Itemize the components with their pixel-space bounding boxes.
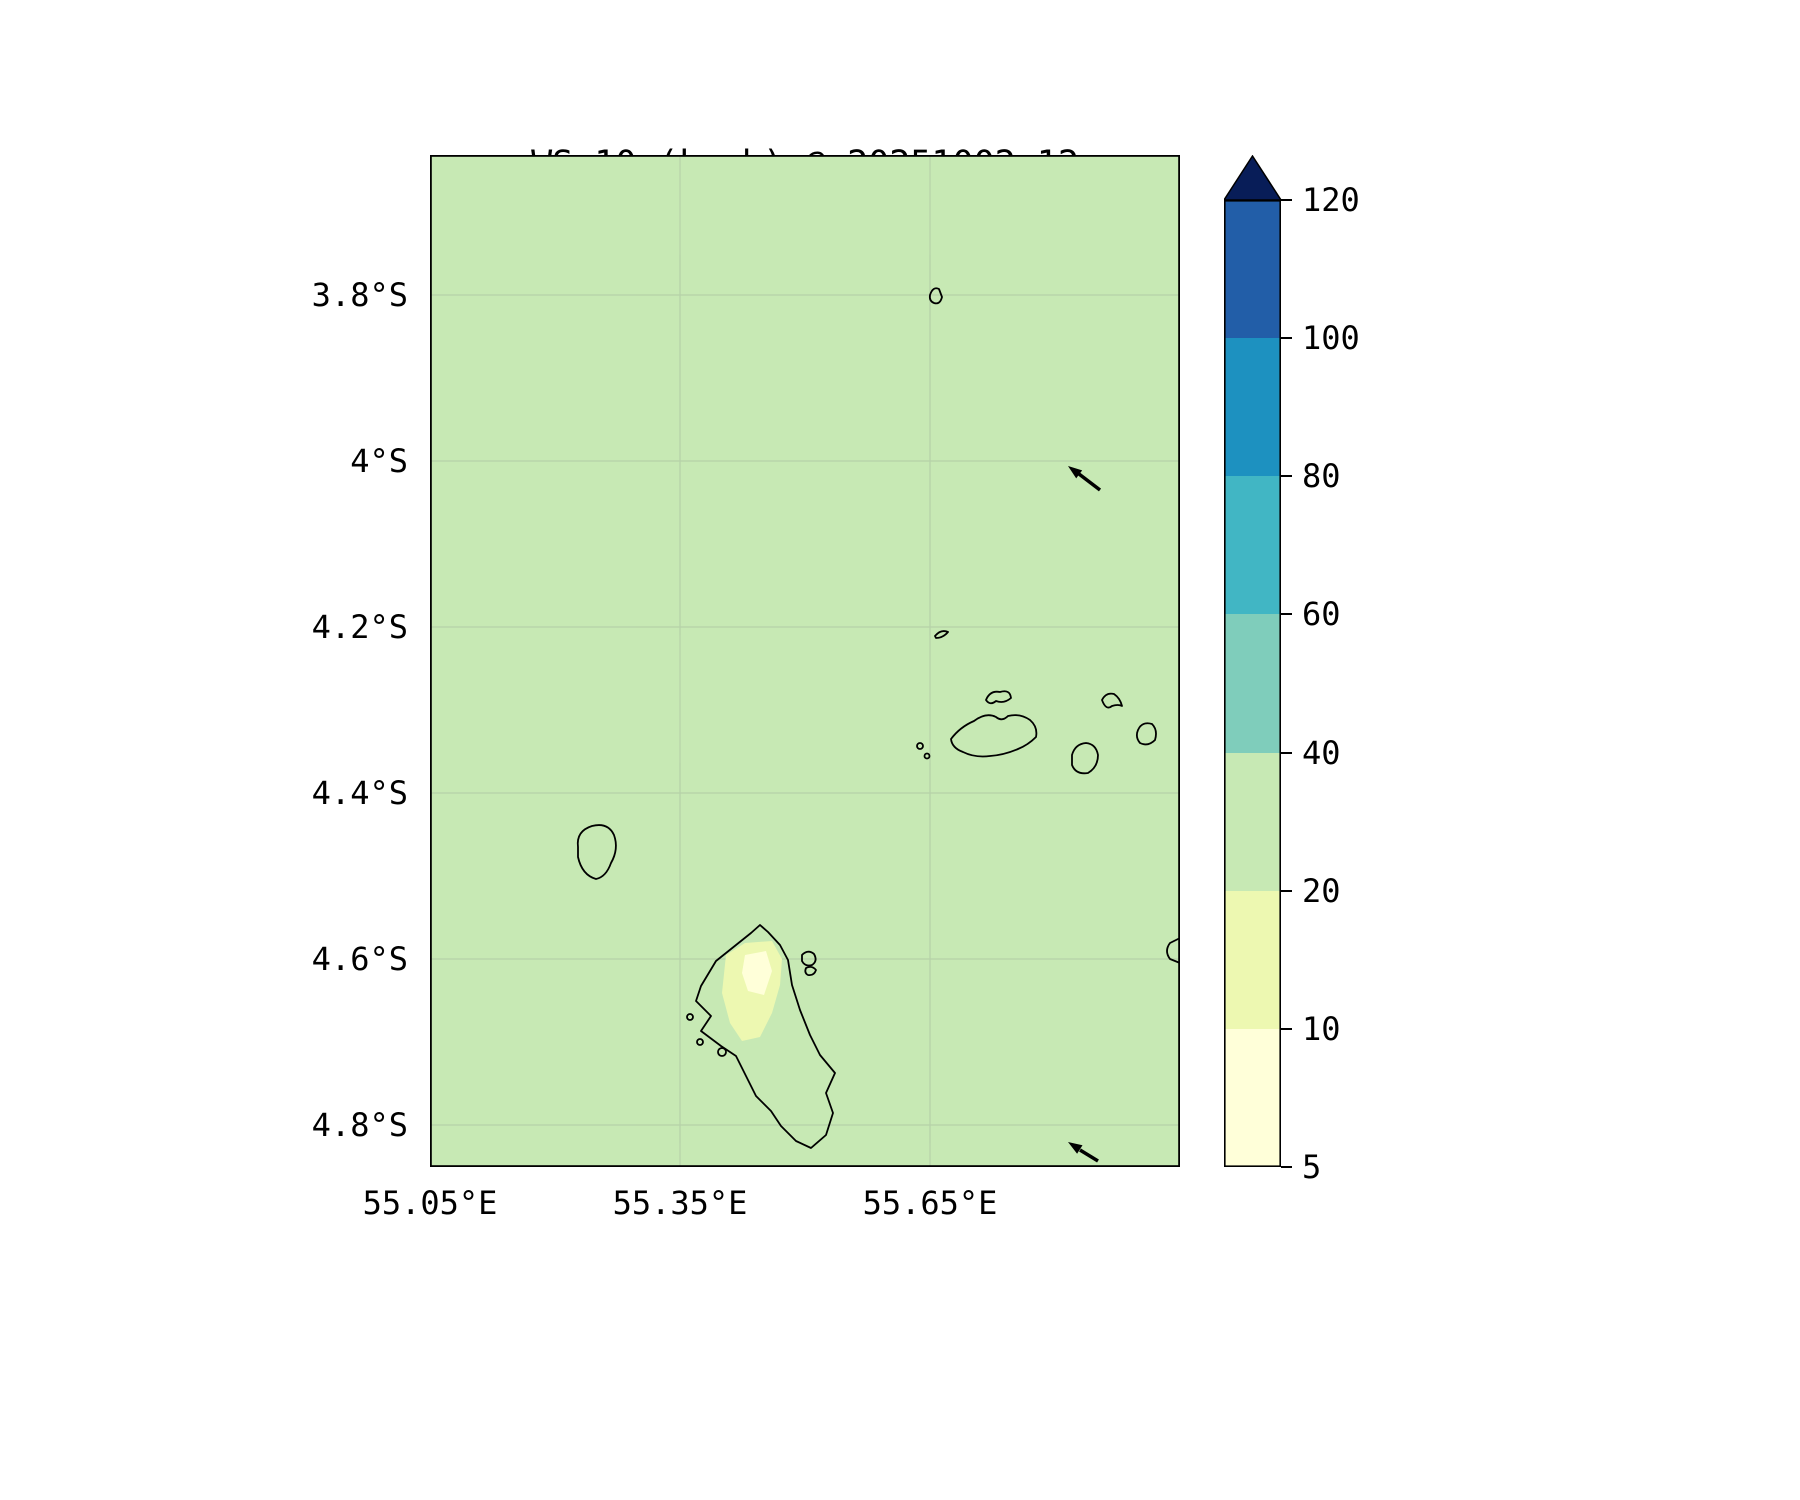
island-coastline — [1071, 742, 1099, 775]
islet-coastline — [804, 965, 817, 977]
colorbar — [1224, 155, 1292, 1168]
gridlines — [430, 155, 1180, 1167]
colorbar-tick-label: 10 — [1302, 1010, 1341, 1048]
colorbar-tick-label: 80 — [1302, 457, 1341, 495]
wind-arrow-head — [1068, 466, 1083, 479]
island-coastline — [576, 824, 617, 880]
island-coastline — [934, 630, 949, 639]
island-coastline — [1135, 722, 1157, 746]
island-coastline — [928, 287, 943, 305]
x-tick-label: 55.35°E — [612, 1184, 748, 1222]
low-wind-patches — [722, 941, 782, 1041]
islet-coastline — [923, 752, 931, 760]
islet-coastline — [686, 1013, 694, 1021]
y-tick-label: 4.4°S — [311, 774, 408, 812]
y-tick-label: 4.8°S — [311, 1106, 408, 1144]
colorbar-segment — [1224, 891, 1281, 1029]
islet-coastline — [696, 1038, 704, 1046]
wind-arrow-head — [1068, 1142, 1083, 1154]
y-tick-label: 4.6°S — [311, 940, 408, 978]
colorbar-segment — [1224, 338, 1281, 476]
ocean-fill — [430, 155, 1180, 1167]
colorbar-tick-label: 5 — [1302, 1148, 1322, 1186]
island-coastline — [695, 924, 836, 1149]
y-tick-label: 3.8°S — [311, 276, 408, 314]
colorbar-tick-label: 60 — [1302, 595, 1341, 633]
wind-arrow-shaft — [1079, 1148, 1099, 1163]
colorbar-tick-label: 120 — [1302, 181, 1360, 219]
x-tick-label: 55.05°E — [362, 1184, 498, 1222]
colorbar-segment — [1224, 476, 1281, 614]
y-tick-label: 4.2°S — [311, 608, 408, 646]
colorbar-ticks — [1281, 199, 1292, 1168]
map-frame — [430, 155, 1180, 1167]
y-tick-label: 4°S — [350, 442, 408, 480]
x-tick-label: 55.65°E — [862, 1184, 998, 1222]
map-panel — [430, 155, 1180, 1167]
colorbar-segment — [1224, 1029, 1281, 1167]
wind-band-patch-5-10 — [742, 951, 772, 995]
colorbar-segment — [1224, 614, 1281, 753]
colorbar-segment — [1224, 200, 1281, 338]
islet-coastline — [717, 1047, 727, 1057]
colorbar-extend-triangle — [1224, 155, 1283, 201]
colorbar-segment — [1224, 753, 1281, 891]
colorbar-tick-label: 40 — [1302, 734, 1341, 772]
colorbar-tick-label: 20 — [1302, 872, 1341, 910]
island-coastline — [985, 690, 1012, 705]
island-coastline — [950, 714, 1038, 758]
colorbar-frame — [1224, 199, 1282, 1168]
islet-coastline — [801, 950, 817, 967]
islet-coastline — [916, 742, 924, 750]
colorbar-tick-label: 100 — [1302, 319, 1360, 357]
island-coastline — [1166, 937, 1180, 964]
island-coastline — [1101, 692, 1123, 709]
wind-arrow-shaft — [1077, 472, 1102, 492]
wind-arrows — [1068, 466, 1102, 1163]
coastlines — [576, 287, 1180, 1149]
